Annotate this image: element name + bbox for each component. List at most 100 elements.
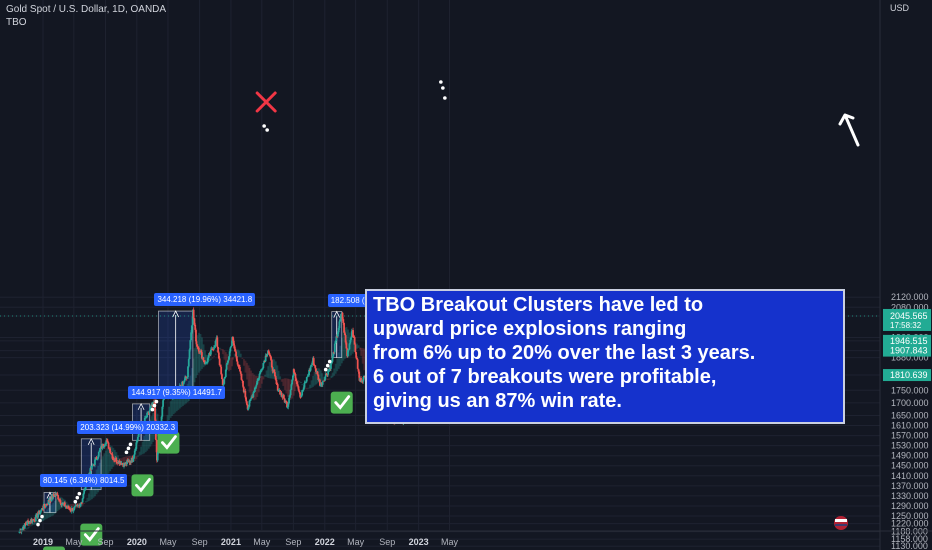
candle-body [250, 398, 252, 400]
candle-body [253, 387, 256, 392]
candle-body [326, 374, 329, 376]
signal-dot [38, 518, 42, 523]
candle-body [279, 390, 281, 395]
candle-body [195, 341, 198, 345]
candle-body [188, 349, 191, 360]
candle-body [325, 373, 328, 375]
candle-body [276, 384, 279, 391]
candle-body [310, 365, 313, 367]
candle-body [47, 500, 50, 505]
cloud-slice [83, 502, 86, 504]
cloud-slice [347, 329, 349, 357]
candle-body [106, 440, 109, 443]
price-axis[interactable]: USD2120.0002080.0002045.5651960.0001946.… [879, 0, 931, 550]
candle-body [293, 372, 296, 375]
candle-body [271, 367, 274, 372]
candle-body [297, 386, 300, 391]
cloud-slice [280, 379, 283, 382]
cloud-slice [264, 374, 266, 377]
x-tick-label: 2019 [33, 537, 53, 547]
y-tick-label: 1650.000 [891, 410, 929, 420]
cloud-slice [169, 401, 172, 418]
y-tick-label: 1290.000 [891, 501, 929, 511]
candle-body [321, 381, 324, 385]
cloud-slice [228, 356, 230, 372]
candle-body [311, 362, 314, 366]
candle-body [237, 364, 240, 367]
cloud-slice [208, 358, 211, 362]
candle-body [59, 500, 62, 504]
candle-body [224, 369, 227, 377]
candle-body [191, 316, 194, 326]
cloud-slice [117, 455, 119, 462]
y-tick-label: 1158.000 [891, 534, 928, 544]
cloud-slice [238, 350, 241, 357]
price-marker-tag [883, 334, 931, 347]
candle-body [203, 360, 206, 362]
candle-body [288, 395, 291, 398]
candle-body [248, 400, 251, 407]
candle-body [308, 369, 310, 376]
cloud-slice [44, 511, 47, 520]
candle-body [285, 400, 288, 402]
candle-body [268, 353, 271, 355]
cloud-slice [220, 348, 223, 350]
cloud-slice [301, 384, 304, 386]
candle-body [52, 494, 55, 496]
callout-line-5: giving us an 87% win rate. [373, 390, 622, 412]
candle-body [77, 505, 80, 507]
cloud-slice [315, 369, 318, 385]
cloud-slice [282, 378, 285, 386]
cloud-slice [120, 458, 122, 460]
cloud-slice [68, 504, 71, 506]
candle-body [227, 360, 230, 363]
cloud-slice [32, 522, 35, 525]
check-box [330, 391, 353, 414]
cloud-slice [274, 361, 277, 380]
cloud-slice [118, 457, 121, 460]
candle-body [44, 506, 47, 508]
y-tick-label: 1700.000 [891, 398, 929, 408]
cloud-slice [124, 456, 127, 464]
candle-body [302, 387, 305, 390]
candle-body [242, 386, 245, 393]
cloud-slice [229, 357, 232, 370]
candle-body [344, 335, 347, 343]
candle-body [73, 507, 76, 511]
cloud-slice [180, 392, 183, 408]
candle-body [324, 376, 326, 381]
cloud-slice [325, 378, 328, 380]
candle-body [202, 357, 205, 361]
candle-body [232, 336, 234, 341]
cloud-slice [113, 449, 116, 465]
breakout-label: 344.218 (19.96%) 34421.8 [154, 293, 256, 307]
candle-body [242, 380, 244, 387]
candle-body [341, 312, 344, 320]
candle-body [362, 377, 365, 382]
signal-dot [150, 407, 155, 412]
cloud-slice [134, 456, 136, 461]
candle-body [338, 321, 341, 329]
candle-body [221, 374, 223, 380]
cloud-slice [339, 345, 342, 367]
candle-body [56, 493, 59, 496]
candle-body [104, 444, 107, 446]
candle-body [357, 368, 360, 372]
cloud-slice [123, 457, 126, 463]
time-axis[interactable]: 2019 May Sep 2020 May Sep 2021 May Sep 2022 May Sep… [0, 516, 932, 547]
price-marker-value: 1907.843 [890, 346, 928, 356]
candle-body [259, 371, 262, 374]
cloud-slice [307, 387, 310, 389]
candle-body [99, 448, 102, 451]
cloud-slice [146, 426, 149, 451]
cloud-slice [304, 387, 307, 389]
cloud-slice [191, 368, 193, 394]
candle-body [355, 352, 358, 358]
candle-body [331, 356, 334, 362]
callout-line-3: from 6% up to 20% over the last 3 years. [373, 342, 756, 364]
candle-body [228, 351, 231, 357]
candle-body [239, 367, 241, 372]
cloud-slice [292, 379, 295, 396]
cloud-slice [300, 381, 302, 383]
